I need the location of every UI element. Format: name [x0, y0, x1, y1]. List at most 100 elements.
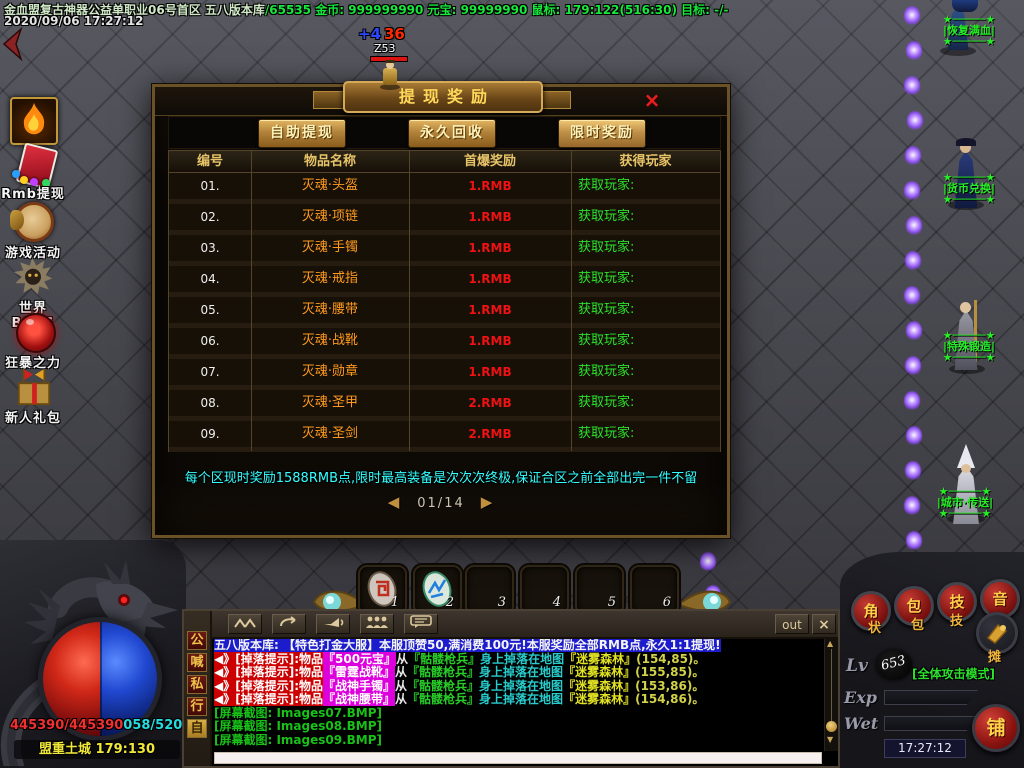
npc-forge-sprite[interactable]: [946, 298, 988, 376]
skill-slot-5[interactable]: 5: [575, 565, 624, 615]
column-divider: [409, 151, 410, 451]
tab-permanent-recycle[interactable]: 永久回收: [408, 119, 496, 148]
chat-message-screenshot: [屏幕截图: Images07.BMP]: [214, 705, 383, 720]
rage-power-icon[interactable]: [12, 311, 56, 353]
blue-rune-stone-icon: [422, 571, 452, 607]
rewards-table: 编号 物品名称 首爆奖励 获得玩家 01. 灭魂·头盔 1.RMB 获取玩家: 02…: [168, 150, 721, 452]
npc-sign-forge[interactable]: ★─────★ |特殊锻造| ★─────★: [926, 330, 1012, 363]
exp-label: Exp: [844, 688, 877, 707]
character-button[interactable]: 角: [851, 591, 891, 631]
chat-message-drop: ◀》[掉落提示]:物品『500元宝』从『骷髅枪兵』身上掉落在地图『迷雾森林』(1…: [214, 651, 706, 666]
tab-limited-rewards[interactable]: 限时奖励: [558, 119, 646, 148]
scroll-up-icon[interactable]: ▲: [827, 639, 834, 648]
server-name: 金血盟复古神器公益单职业06号首区 五八版本库: [4, 3, 265, 17]
chat-out-button[interactable]: out: [775, 614, 809, 634]
npc-teleport-sprite[interactable]: [944, 444, 988, 526]
character-button-label: 状: [868, 621, 882, 636]
newbie-gift-icon[interactable]: [14, 367, 54, 407]
next-page-icon[interactable]: ▶: [480, 493, 495, 511]
skill-slot-6[interactable]: 6: [630, 565, 679, 615]
player-sprite[interactable]: [376, 60, 404, 90]
chat-input[interactable]: [214, 752, 822, 764]
location-bar: 盟重土城 179:130: [14, 740, 180, 759]
table-row: 01. 灭魂·头盔 1.RMB 获取玩家:: [169, 173, 720, 204]
world-boss-icon[interactable]: [8, 256, 58, 296]
yuanbao-label: 元宝:: [427, 3, 457, 17]
channel-guild-button[interactable]: 行: [187, 697, 207, 716]
col-header-reward: 首爆奖励: [463, 154, 516, 169]
horn-icon: [324, 618, 344, 627]
group-icon: [366, 616, 388, 628]
skill-slot-3[interactable]: 3: [465, 565, 514, 615]
withdraw-rewards-dialog: 提现奖励 × 自助提现 永久回收 限时奖励 编号 物品名称 首爆奖励 获得玩家 …: [151, 81, 731, 539]
stall-button[interactable]: [976, 612, 1018, 654]
channel-shout-button[interactable]: 喊: [187, 653, 207, 672]
channel-self-button[interactable]: 自: [187, 719, 207, 738]
target-label: 目标:: [681, 3, 710, 17]
chat-window: 公 喊 私 行 自 out × 五八版本库:: [182, 609, 840, 768]
red-rune-stone-icon: [367, 571, 397, 607]
skills-button[interactable]: 技: [937, 582, 977, 622]
game-activity-icon[interactable]: [10, 202, 56, 242]
scroll-down-icon[interactable]: ▼: [827, 735, 834, 744]
npc-sign-label: |恢复满血|: [942, 24, 996, 37]
collapse-arrow-icon[interactable]: [0, 26, 24, 62]
hp-orb-half: [43, 622, 100, 736]
table-header-row: 编号 物品名称 首爆奖励 获得玩家: [169, 151, 720, 173]
channel-private-button[interactable]: 私: [187, 675, 207, 694]
table-row: 05. 灭魂·腰带 1.RMB 获取玩家:: [169, 297, 720, 328]
sidebar-item-newbie-gift[interactable]: 新人礼包: [4, 411, 61, 426]
sidebar-item-rage-power[interactable]: 狂暴之力: [4, 356, 61, 371]
table-row: 02. 灭魂·项链 1.RMB 获取玩家:: [169, 204, 720, 235]
mp-orb-half: [100, 622, 157, 736]
mouse-value: 179:122(516:30): [564, 3, 677, 17]
chat-messages: 五八版本库: 【特色打金大服】本服顶赞50,满消费100元!本服奖励全部RMB点…: [214, 639, 820, 751]
table-row: 03. 灭魂·手镯 1.RMB 获取玩家:: [169, 235, 720, 266]
npc-sign-heal[interactable]: ★─────★ |恢复满血| ★─────★: [926, 14, 1012, 47]
table-row: 08. 灭魂·圣甲 2.RMB 获取玩家:: [169, 390, 720, 421]
bag-button-label: 包: [911, 618, 925, 633]
horn-button[interactable]: [316, 614, 350, 634]
tab-self-withdraw[interactable]: 自助提现: [258, 119, 346, 148]
mp-value: 058/52058: [123, 718, 201, 733]
scroll-top-button[interactable]: [228, 614, 262, 634]
chat-close-button[interactable]: ×: [812, 614, 836, 634]
table-row: 07. 灭魂·勋章 1.RMB 获取玩家:: [169, 359, 720, 390]
damage-number-crit: 36: [384, 25, 405, 43]
bag-button[interactable]: 包: [894, 586, 934, 626]
chat-scrollbar[interactable]: ▲ ▼: [824, 639, 838, 751]
npc-partial-sprite: [952, 0, 978, 12]
chat-bubble-button[interactable]: [404, 614, 438, 634]
sidebar-item-game-activity[interactable]: 游戏活动: [4, 246, 61, 261]
player-name: Z53: [374, 42, 396, 55]
skill-slot-1[interactable]: 1: [358, 565, 407, 615]
target-value: -/-: [714, 3, 729, 17]
table-row: 06. 灭魂·战靴 1.RMB 获取玩家:: [169, 328, 720, 359]
shop-button[interactable]: 铺: [972, 704, 1020, 752]
skill-slot-4[interactable]: 4: [520, 565, 569, 615]
dialog-close-icon[interactable]: ×: [643, 88, 661, 112]
chat-channel-column: 公 喊 私 行 自: [184, 611, 212, 766]
members-button[interactable]: [360, 614, 394, 634]
prev-page-icon[interactable]: ◀: [387, 493, 402, 511]
npc-sign-currency[interactable]: ★─────★ |货币兑换| ★─────★: [926, 172, 1012, 205]
skills-button-label: 技: [950, 614, 964, 629]
npc-sign-label: |城市·传送|: [936, 496, 994, 509]
fire-skill-icon[interactable]: [10, 97, 58, 145]
stall-button-label: 摊: [988, 650, 1002, 665]
npc-currency-sprite[interactable]: [946, 136, 986, 212]
rmb-withdraw-icon[interactable]: [12, 142, 59, 190]
mouse-label: 鼠标:: [531, 3, 561, 17]
weight-bar: [884, 716, 978, 731]
npc-sign-teleport[interactable]: ★─────★ |城市·传送| ★─────★: [922, 486, 1008, 519]
double-chevron-icon: [234, 618, 256, 628]
sidebar-item-rmb-withdraw[interactable]: Rmb提现: [1, 187, 65, 202]
channel-public-button[interactable]: 公: [187, 631, 207, 650]
damage-number-heal: +4: [358, 25, 382, 43]
skill-slot-2[interactable]: 2: [413, 565, 462, 615]
whisper-button[interactable]: [272, 614, 306, 634]
game-clock: 17:27:12: [884, 739, 966, 758]
col-header-item: 物品名称: [303, 154, 356, 169]
scroll-thumb[interactable]: [826, 721, 837, 732]
gold-label: 金币:: [315, 3, 345, 17]
